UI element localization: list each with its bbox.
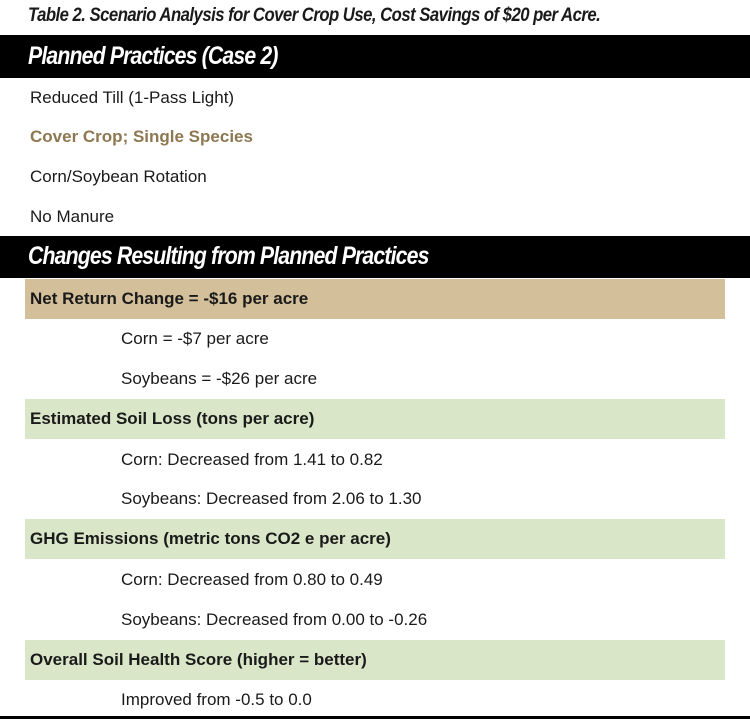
- section-header-planned-practices: Planned Practices (Case 2): [0, 35, 750, 78]
- group-band-ghg: GHG Emissions (metric tons CO2 e per acr…: [25, 519, 725, 559]
- group-title: Net Return Change = -$16 per acre: [30, 289, 309, 308]
- group-detail-row: Soybeans = -$26 per acre: [121, 369, 318, 388]
- group-band-soil-loss: Estimated Soil Loss (tons per acre): [25, 399, 725, 439]
- practice-item: Corn/Soybean Rotation: [30, 167, 207, 186]
- group-band-net-return: Net Return Change = -$16 per acre: [25, 279, 725, 319]
- group-band-soil-health: Overall Soil Health Score (higher = bett…: [25, 640, 725, 680]
- bottom-rule: [0, 716, 750, 719]
- group-detail-row: Soybeans: Decreased from 0.00 to -0.26: [121, 610, 428, 629]
- group-detail-row: Corn = -$7 per acre: [121, 329, 269, 348]
- practice-item: Reduced Till (1-Pass Light): [30, 88, 235, 107]
- group-detail-row: Corn: Decreased from 1.41 to 0.82: [121, 450, 383, 469]
- table-caption: Table 2. Scenario Analysis for Cover Cro…: [28, 5, 601, 26]
- section-header-label: Planned Practices (Case 2): [28, 42, 278, 70]
- section-header-label: Changes Resulting from Planned Practices: [28, 242, 429, 270]
- group-title: GHG Emissions (metric tons CO2 e per acr…: [30, 529, 391, 548]
- group-title: Estimated Soil Loss (tons per acre): [30, 409, 315, 428]
- group-detail-row: Improved from -0.5 to 0.0: [121, 690, 312, 709]
- practice-item: No Manure: [30, 207, 115, 226]
- group-title: Overall Soil Health Score (higher = bett…: [30, 650, 367, 669]
- group-detail-row: Corn: Decreased from 0.80 to 0.49: [121, 570, 383, 589]
- section-header-changes: Changes Resulting from Planned Practices: [0, 236, 750, 278]
- group-detail-row: Soybeans: Decreased from 2.06 to 1.30: [121, 489, 422, 508]
- practice-item-highlight: Cover Crop; Single Species: [30, 127, 253, 146]
